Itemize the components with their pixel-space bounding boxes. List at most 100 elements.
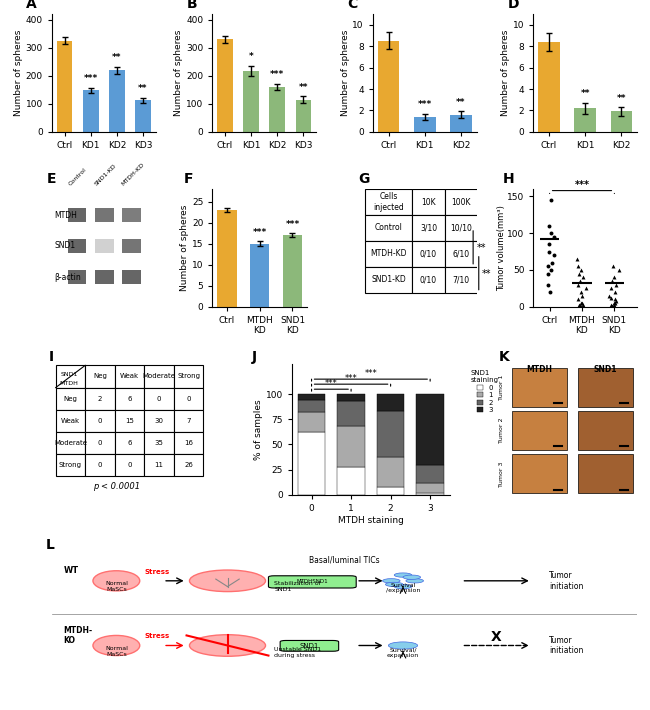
Bar <box>412 189 445 215</box>
Circle shape <box>403 575 421 579</box>
Point <box>608 261 618 272</box>
Point <box>573 261 583 272</box>
Text: Tumor 3: Tumor 3 <box>499 461 504 486</box>
FancyBboxPatch shape <box>268 576 356 588</box>
Text: **: ** <box>476 243 486 253</box>
Point <box>606 275 617 287</box>
Circle shape <box>394 584 412 589</box>
Text: 3/10: 3/10 <box>420 224 437 232</box>
Text: 6: 6 <box>127 440 132 446</box>
Text: ***: *** <box>84 74 98 83</box>
Bar <box>365 241 412 267</box>
Text: ***: *** <box>285 219 300 229</box>
Text: Moderate: Moderate <box>142 373 176 379</box>
Text: F: F <box>184 173 194 186</box>
Text: MTDH: MTDH <box>54 210 77 219</box>
Text: MTDH: MTDH <box>59 381 78 386</box>
Point <box>575 297 586 309</box>
Text: Basal/luminal TICs: Basal/luminal TICs <box>309 555 380 564</box>
Circle shape <box>382 579 400 583</box>
Text: Strong: Strong <box>177 373 200 379</box>
Bar <box>450 115 472 132</box>
Text: Neg: Neg <box>93 373 107 379</box>
Text: Control: Control <box>374 224 402 232</box>
Point <box>544 246 554 257</box>
Text: Normal
MaSCs: Normal MaSCs <box>105 581 128 592</box>
Text: C: C <box>347 0 358 11</box>
Text: 7: 7 <box>187 418 190 424</box>
Text: Weak: Weak <box>61 418 80 424</box>
Y-axis label: Number of spheres: Number of spheres <box>180 204 189 291</box>
Point <box>549 250 559 261</box>
Text: Tumor 2: Tumor 2 <box>499 418 504 444</box>
Text: ***: *** <box>252 227 266 236</box>
Point <box>573 279 584 290</box>
Legend: 0, 1, 2, 3: 0, 1, 2, 3 <box>468 368 502 416</box>
Point <box>576 286 586 297</box>
Bar <box>377 457 404 486</box>
Text: Stress: Stress <box>145 633 170 639</box>
Bar <box>96 208 114 222</box>
Text: **: ** <box>112 53 122 62</box>
Text: *: * <box>249 52 254 61</box>
Text: SND1-KD: SND1-KD <box>371 275 406 284</box>
Bar <box>122 208 141 222</box>
Text: 7/10: 7/10 <box>452 275 470 284</box>
Text: K: K <box>499 351 510 364</box>
Bar <box>122 271 141 285</box>
Text: 6: 6 <box>127 395 132 402</box>
Text: β-actin: β-actin <box>54 273 81 282</box>
Bar <box>416 483 444 493</box>
Point <box>577 297 588 309</box>
Text: ***: *** <box>325 379 338 388</box>
Text: **: ** <box>138 84 148 94</box>
Point <box>546 195 556 206</box>
Point <box>575 264 586 275</box>
Point <box>609 297 619 309</box>
Point <box>608 299 619 310</box>
Bar <box>337 466 365 495</box>
Bar <box>283 235 302 307</box>
Bar <box>296 99 311 132</box>
Y-axis label: Number of spheres: Number of spheres <box>14 30 23 116</box>
Bar <box>217 39 233 132</box>
Point <box>543 279 554 290</box>
Bar <box>337 401 365 427</box>
Bar <box>96 239 114 253</box>
Text: ***: *** <box>270 70 285 80</box>
Text: **: ** <box>617 94 626 102</box>
Text: Moderate: Moderate <box>54 440 87 446</box>
Text: Unstable SND1
during stress: Unstable SND1 during stress <box>274 648 321 658</box>
Bar <box>109 70 125 132</box>
Point <box>547 257 557 268</box>
Text: ***: *** <box>575 180 590 190</box>
Bar <box>298 432 326 495</box>
Point <box>575 275 585 287</box>
Bar <box>365 189 412 215</box>
Text: 26: 26 <box>184 462 193 469</box>
Text: E: E <box>47 173 57 186</box>
Text: 15: 15 <box>125 418 134 424</box>
FancyBboxPatch shape <box>512 368 567 408</box>
Point <box>549 231 559 243</box>
Point <box>574 268 584 279</box>
Text: Tumor 1: Tumor 1 <box>499 375 504 400</box>
Y-axis label: Number of spheres: Number of spheres <box>174 30 183 116</box>
Y-axis label: Number of spheres: Number of spheres <box>501 30 510 116</box>
Text: 100K: 100K <box>452 197 471 207</box>
Bar <box>270 87 285 132</box>
Bar <box>83 90 99 132</box>
Bar <box>365 215 412 241</box>
Bar <box>416 493 444 495</box>
Bar <box>445 241 478 267</box>
Point <box>578 300 588 311</box>
Bar <box>298 413 326 432</box>
Text: G: G <box>358 173 369 186</box>
Bar <box>57 40 72 132</box>
Text: MTDH: MTDH <box>526 366 552 374</box>
Circle shape <box>389 642 417 649</box>
Text: Neg: Neg <box>64 395 77 402</box>
Bar <box>337 427 365 466</box>
Text: ***: *** <box>417 100 432 109</box>
Point <box>607 300 618 312</box>
